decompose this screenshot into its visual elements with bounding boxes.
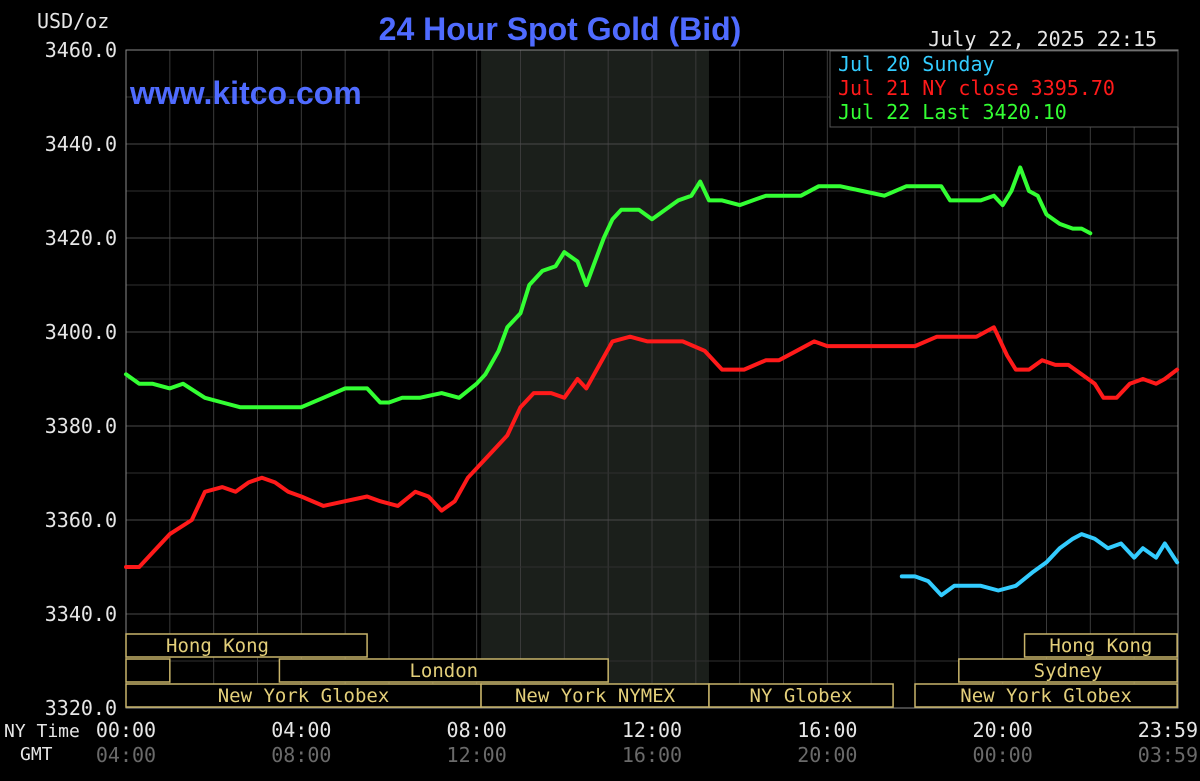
market-bar-label: New York Globex bbox=[960, 685, 1132, 707]
market-bar-frame bbox=[1023, 633, 1178, 658]
market-bar-ny-globex-mid: NY Globex bbox=[708, 683, 894, 708]
unit-label: USD/oz bbox=[37, 9, 109, 33]
series-line-2 bbox=[124, 165, 1093, 410]
legend-item-jul20: Jul 20 Sunday bbox=[838, 52, 995, 76]
grid-lines bbox=[126, 50, 1178, 708]
market-bar-ny-globex-left: New York Globex bbox=[125, 683, 482, 708]
market-bar-ny-globex-right: New York Globex bbox=[914, 683, 1178, 708]
market-bar-hong-kong-left: Hong Kong bbox=[125, 633, 368, 658]
y-tick-label: 3440.0 bbox=[45, 132, 117, 156]
market-bar-frame bbox=[958, 658, 1178, 683]
market-bar-label: New York NYMEX bbox=[515, 685, 676, 707]
gmt-row-label: GMT bbox=[20, 744, 53, 765]
x-tick-labels: 00:0004:0004:0008:0008:0012:0012:0016:00… bbox=[96, 718, 1198, 767]
ny-time-row-label: NY Time bbox=[4, 721, 80, 742]
y-tick-label: 3360.0 bbox=[45, 508, 117, 532]
market-bar-hong-kong-right: Hong Kong bbox=[1023, 633, 1178, 658]
legend: Jul 20 Sunday Jul 21 NY close 3395.70 Ju… bbox=[829, 50, 1179, 128]
market-bar-frame bbox=[708, 683, 894, 708]
y-tick-label: 3340.0 bbox=[45, 602, 117, 626]
x-tick-label-gmt: 20:00 bbox=[797, 743, 857, 767]
x-tick-label-ny: 16:00 bbox=[797, 718, 857, 742]
x-tick-label-gmt: 03:59 bbox=[1138, 743, 1198, 767]
market-bar-frame bbox=[914, 683, 1178, 708]
x-tick-label-ny: 08:00 bbox=[447, 718, 507, 742]
y-tick-labels: 3460.0 3440.0 3420.0 3400.0 3380.0 3360.0 3340… bbox=[45, 38, 117, 720]
market-bar-frame bbox=[278, 658, 609, 683]
market-bar-frame bbox=[125, 658, 171, 683]
y-tick-label: 3420.0 bbox=[45, 226, 117, 250]
y-tick-label: 3320.0 bbox=[45, 696, 117, 720]
x-tick-label-ny: 23:59 bbox=[1138, 718, 1198, 742]
x-tick-label-ny: 12:00 bbox=[622, 718, 682, 742]
legend-item-jul21: Jul 21 NY close 3395.70 bbox=[838, 76, 1115, 100]
series-line-1 bbox=[124, 325, 1180, 569]
market-bar-label: London bbox=[409, 660, 478, 682]
market-bar-label: NY Globex bbox=[750, 685, 853, 707]
x-tick-label-gmt: 00:00 bbox=[973, 743, 1033, 767]
x-tick-label-ny: 04:00 bbox=[271, 718, 331, 742]
chart-title: 24 Hour Spot Gold (Bid) bbox=[379, 11, 742, 47]
y-tick-label: 3460.0 bbox=[45, 38, 117, 62]
y-tick-label: 3400.0 bbox=[45, 320, 117, 344]
market-bar-ny-nymex: New York NYMEX bbox=[480, 683, 710, 708]
x-tick-label-gmt: 16:00 bbox=[622, 743, 682, 767]
market-session-bars: Hong Kong London New York Globex New York N… bbox=[125, 633, 1178, 708]
market-bar-sydney: Sydney bbox=[958, 658, 1178, 683]
y-tick-label: 3380.0 bbox=[45, 414, 117, 438]
legend-box bbox=[829, 50, 1179, 128]
watermark: www.kitco.com bbox=[129, 75, 362, 111]
market-bar-blank-left bbox=[125, 658, 171, 683]
x-tick-label-ny: 00:00 bbox=[96, 718, 156, 742]
x-tick-label-gmt: 08:00 bbox=[271, 743, 331, 767]
market-bar-london: London bbox=[278, 658, 609, 683]
x-tick-label-ny: 20:00 bbox=[973, 718, 1033, 742]
market-bar-frame bbox=[125, 633, 368, 658]
x-tick-label-gmt: 12:00 bbox=[447, 743, 507, 767]
market-bar-label: New York Globex bbox=[218, 685, 390, 707]
plot-border bbox=[125, 49, 1179, 709]
timestamp: July 22, 2025 22:15 bbox=[928, 27, 1157, 51]
market-bar-label: Hong Kong bbox=[1049, 635, 1152, 657]
market-bar-label: Hong Kong bbox=[166, 635, 269, 657]
legend-item-jul22: Jul 22 Last 3420.10 bbox=[838, 100, 1067, 124]
x-tick-label-gmt: 04:00 bbox=[96, 743, 156, 767]
series-lines bbox=[124, 165, 1180, 598]
series-line-0 bbox=[899, 532, 1180, 598]
market-bar-label: Sydney bbox=[1034, 660, 1103, 682]
